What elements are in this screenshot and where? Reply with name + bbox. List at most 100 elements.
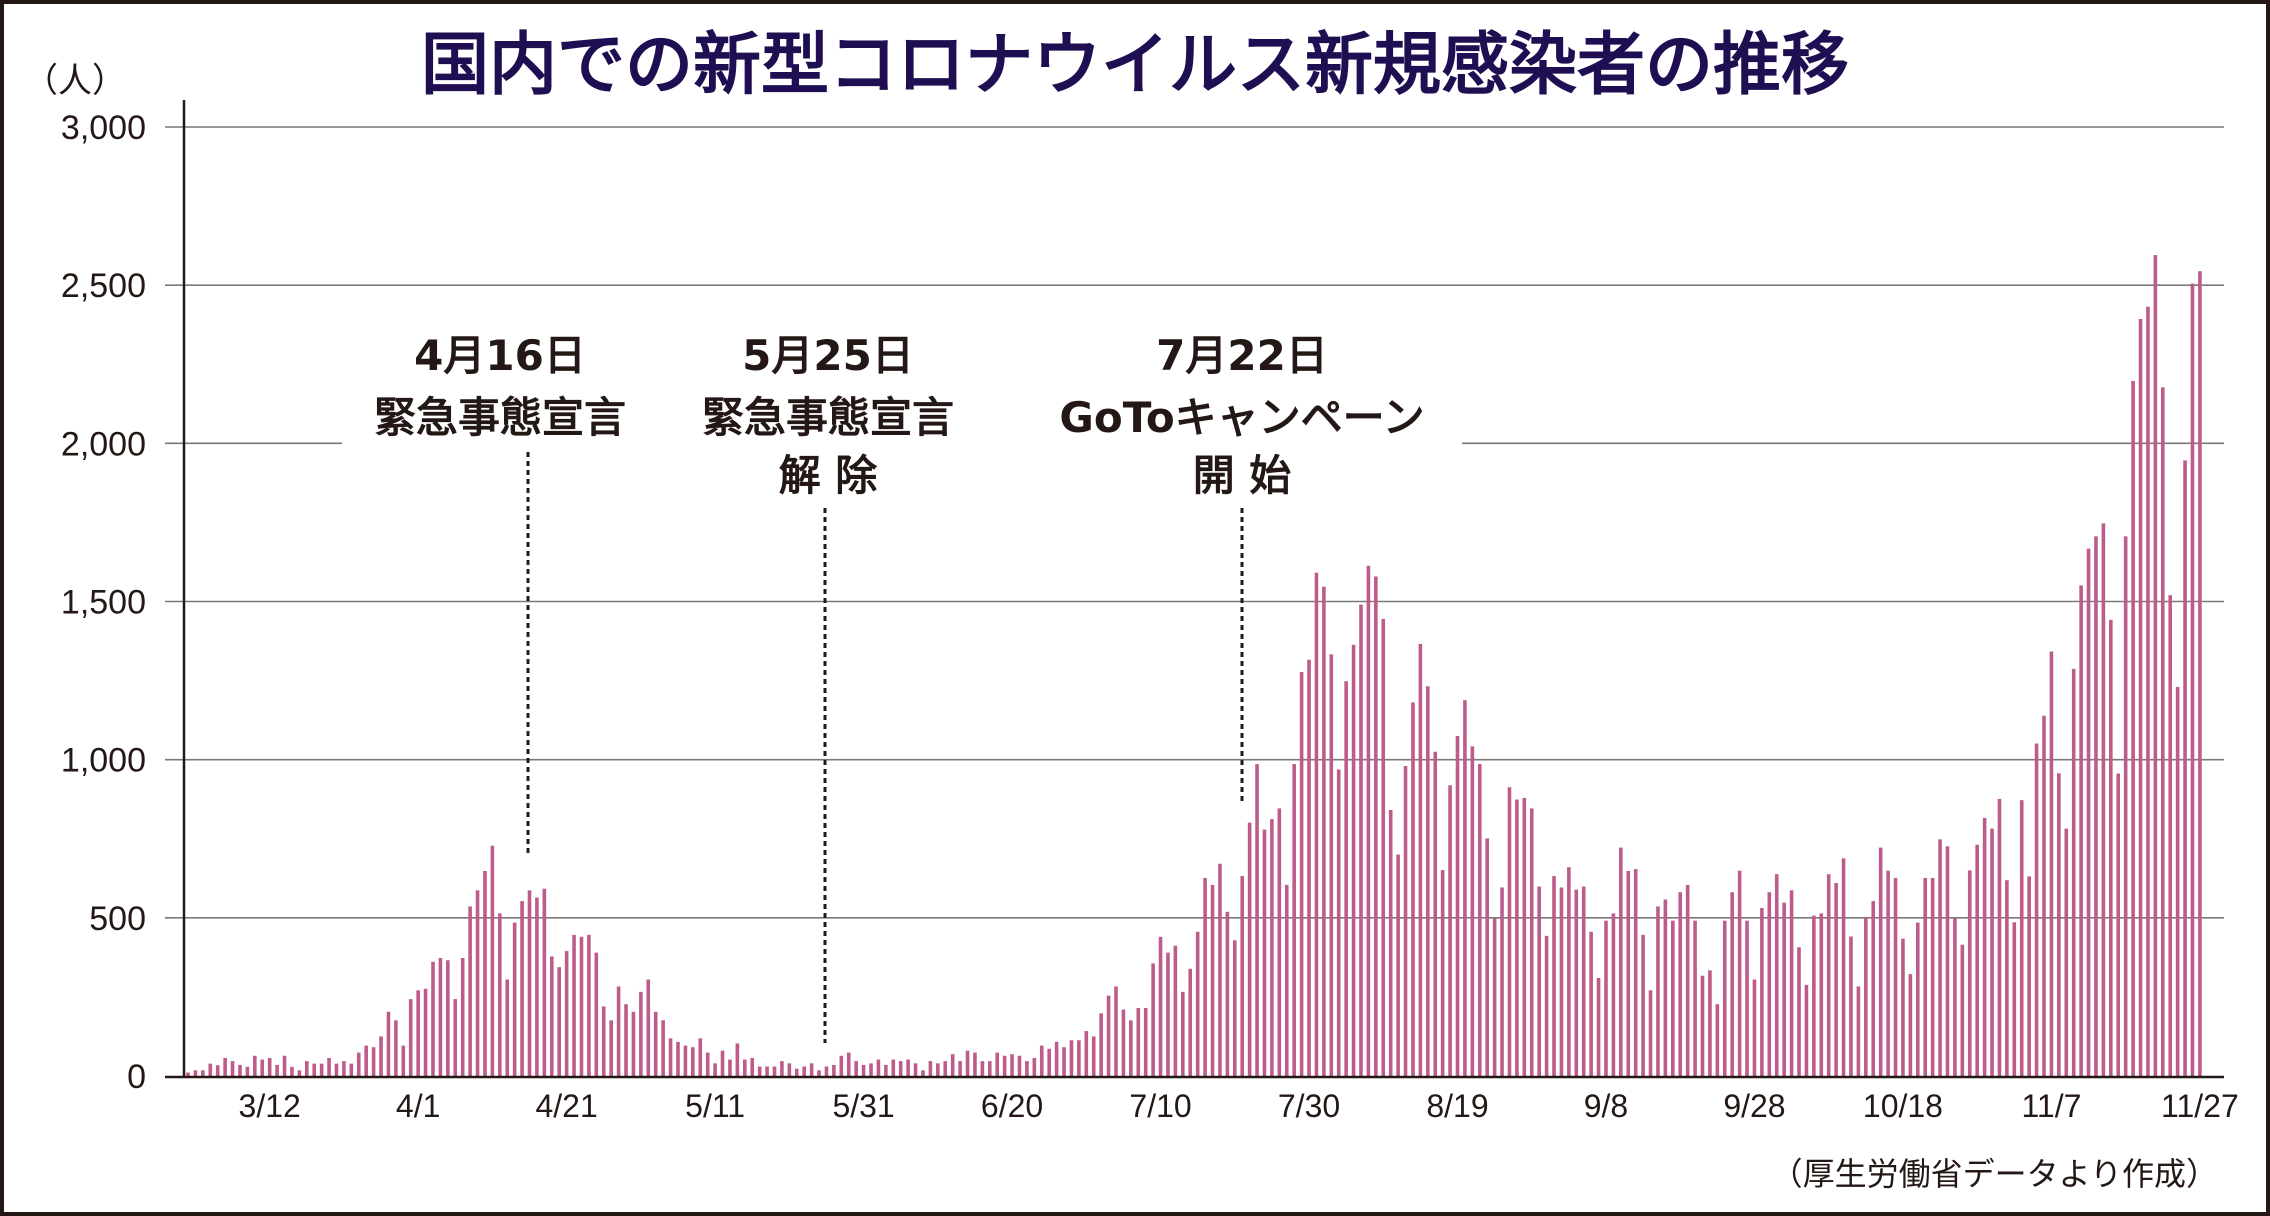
source-note: （厚生労働省データより作成） (1771, 1155, 2218, 1193)
bar (750, 1057, 755, 1076)
bar (2146, 306, 2150, 1076)
bar (2116, 773, 2121, 1076)
bar (616, 986, 621, 1076)
bar (2064, 828, 2069, 1076)
bar (2042, 715, 2046, 1076)
y-tick-label: 1,500 (61, 584, 146, 622)
bar (416, 990, 420, 1076)
bar (1277, 808, 1282, 1076)
bar (498, 913, 502, 1076)
bar (1039, 1045, 1044, 1076)
bar (1708, 970, 1712, 1076)
bar (1477, 764, 1482, 1076)
bar (446, 960, 450, 1076)
bar (1522, 797, 1527, 1076)
bar (1745, 920, 1749, 1076)
bar (1218, 863, 1222, 1076)
bar (253, 1055, 257, 1076)
bar (1388, 809, 1393, 1076)
bar (1329, 654, 1334, 1076)
bar (1017, 1055, 1022, 1076)
bar (356, 1052, 361, 1076)
x-tick-label: 9/28 (1723, 1088, 1785, 1124)
bar (646, 979, 651, 1076)
gridlines (165, 126, 2224, 919)
bar (1693, 920, 1697, 1076)
bar (2005, 880, 2009, 1076)
bar (936, 1063, 940, 1076)
bar (1915, 922, 1920, 1076)
annotation-event: 緊急事態宣言 (374, 393, 626, 442)
bar (2123, 536, 2128, 1076)
bar (1730, 892, 1734, 1076)
bar (238, 1064, 242, 1076)
bar (1834, 883, 1838, 1076)
bar (1188, 968, 1193, 1076)
y-tick-label: 500 (89, 900, 146, 938)
bar (1878, 847, 1883, 1076)
bar (1374, 576, 1378, 1076)
bar (2160, 387, 2165, 1076)
bar (1856, 986, 1861, 1076)
bar (1752, 979, 1757, 1076)
bar (230, 1061, 235, 1076)
bar (691, 1047, 695, 1076)
bar (1077, 1040, 1081, 1076)
bar (1864, 916, 1868, 1076)
bar (1930, 877, 1935, 1076)
bar (1871, 901, 1876, 1076)
bar (1515, 799, 1519, 1076)
bar (2027, 876, 2031, 1076)
bar (1997, 798, 2002, 1076)
bar (1782, 902, 1786, 1076)
bar (2175, 686, 2180, 1076)
y-tick-label: 2,500 (61, 267, 146, 305)
bar (787, 1063, 792, 1076)
bar (1091, 1036, 1096, 1076)
bar (282, 1055, 287, 1076)
x-tick-label: 4/1 (396, 1088, 440, 1124)
bar (1470, 746, 1475, 1076)
bar (1166, 952, 1170, 1076)
x-tick-label: 10/18 (1863, 1088, 1943, 1124)
annotation-date: 4月16日 (414, 331, 586, 380)
bar (1767, 892, 1772, 1076)
bar (1270, 819, 1274, 1076)
bar (1967, 870, 1972, 1076)
x-tick-label: 6/20 (981, 1088, 1043, 1124)
bar (1485, 838, 1489, 1076)
bar (1633, 869, 1638, 1076)
x-tick-label: 5/11 (685, 1088, 745, 1124)
bar (891, 1059, 896, 1076)
y-tick-label: 2,000 (61, 425, 146, 463)
bar (1232, 940, 1237, 1076)
bar (906, 1059, 910, 1076)
bar (2049, 651, 2054, 1076)
bar (2101, 523, 2106, 1076)
bar (193, 1070, 198, 1076)
bar (1032, 1057, 1037, 1076)
bar (2190, 283, 2195, 1077)
bar (1960, 944, 1965, 1076)
bar (743, 1059, 747, 1076)
bar (1507, 787, 1512, 1076)
bar (973, 1052, 977, 1076)
annotation-event: 緊急事態宣言 (702, 393, 954, 442)
bar (549, 956, 554, 1076)
annotation-emergency-lifted: 5月25日 緊急事態宣言 解 除 (702, 331, 954, 1043)
x-tick-label: 5/31 (832, 1088, 894, 1124)
bar (1344, 681, 1348, 1076)
bar (1975, 844, 1979, 1076)
bar (512, 922, 517, 1076)
bar (2034, 743, 2039, 1076)
bar (817, 1070, 821, 1076)
bar (898, 1061, 903, 1076)
bar (260, 1059, 265, 1076)
bar (1047, 1048, 1051, 1076)
bar (1247, 822, 1252, 1076)
bar (312, 1063, 317, 1076)
bar (1158, 936, 1163, 1076)
bar (1574, 889, 1579, 1076)
bar (1129, 1020, 1133, 1076)
